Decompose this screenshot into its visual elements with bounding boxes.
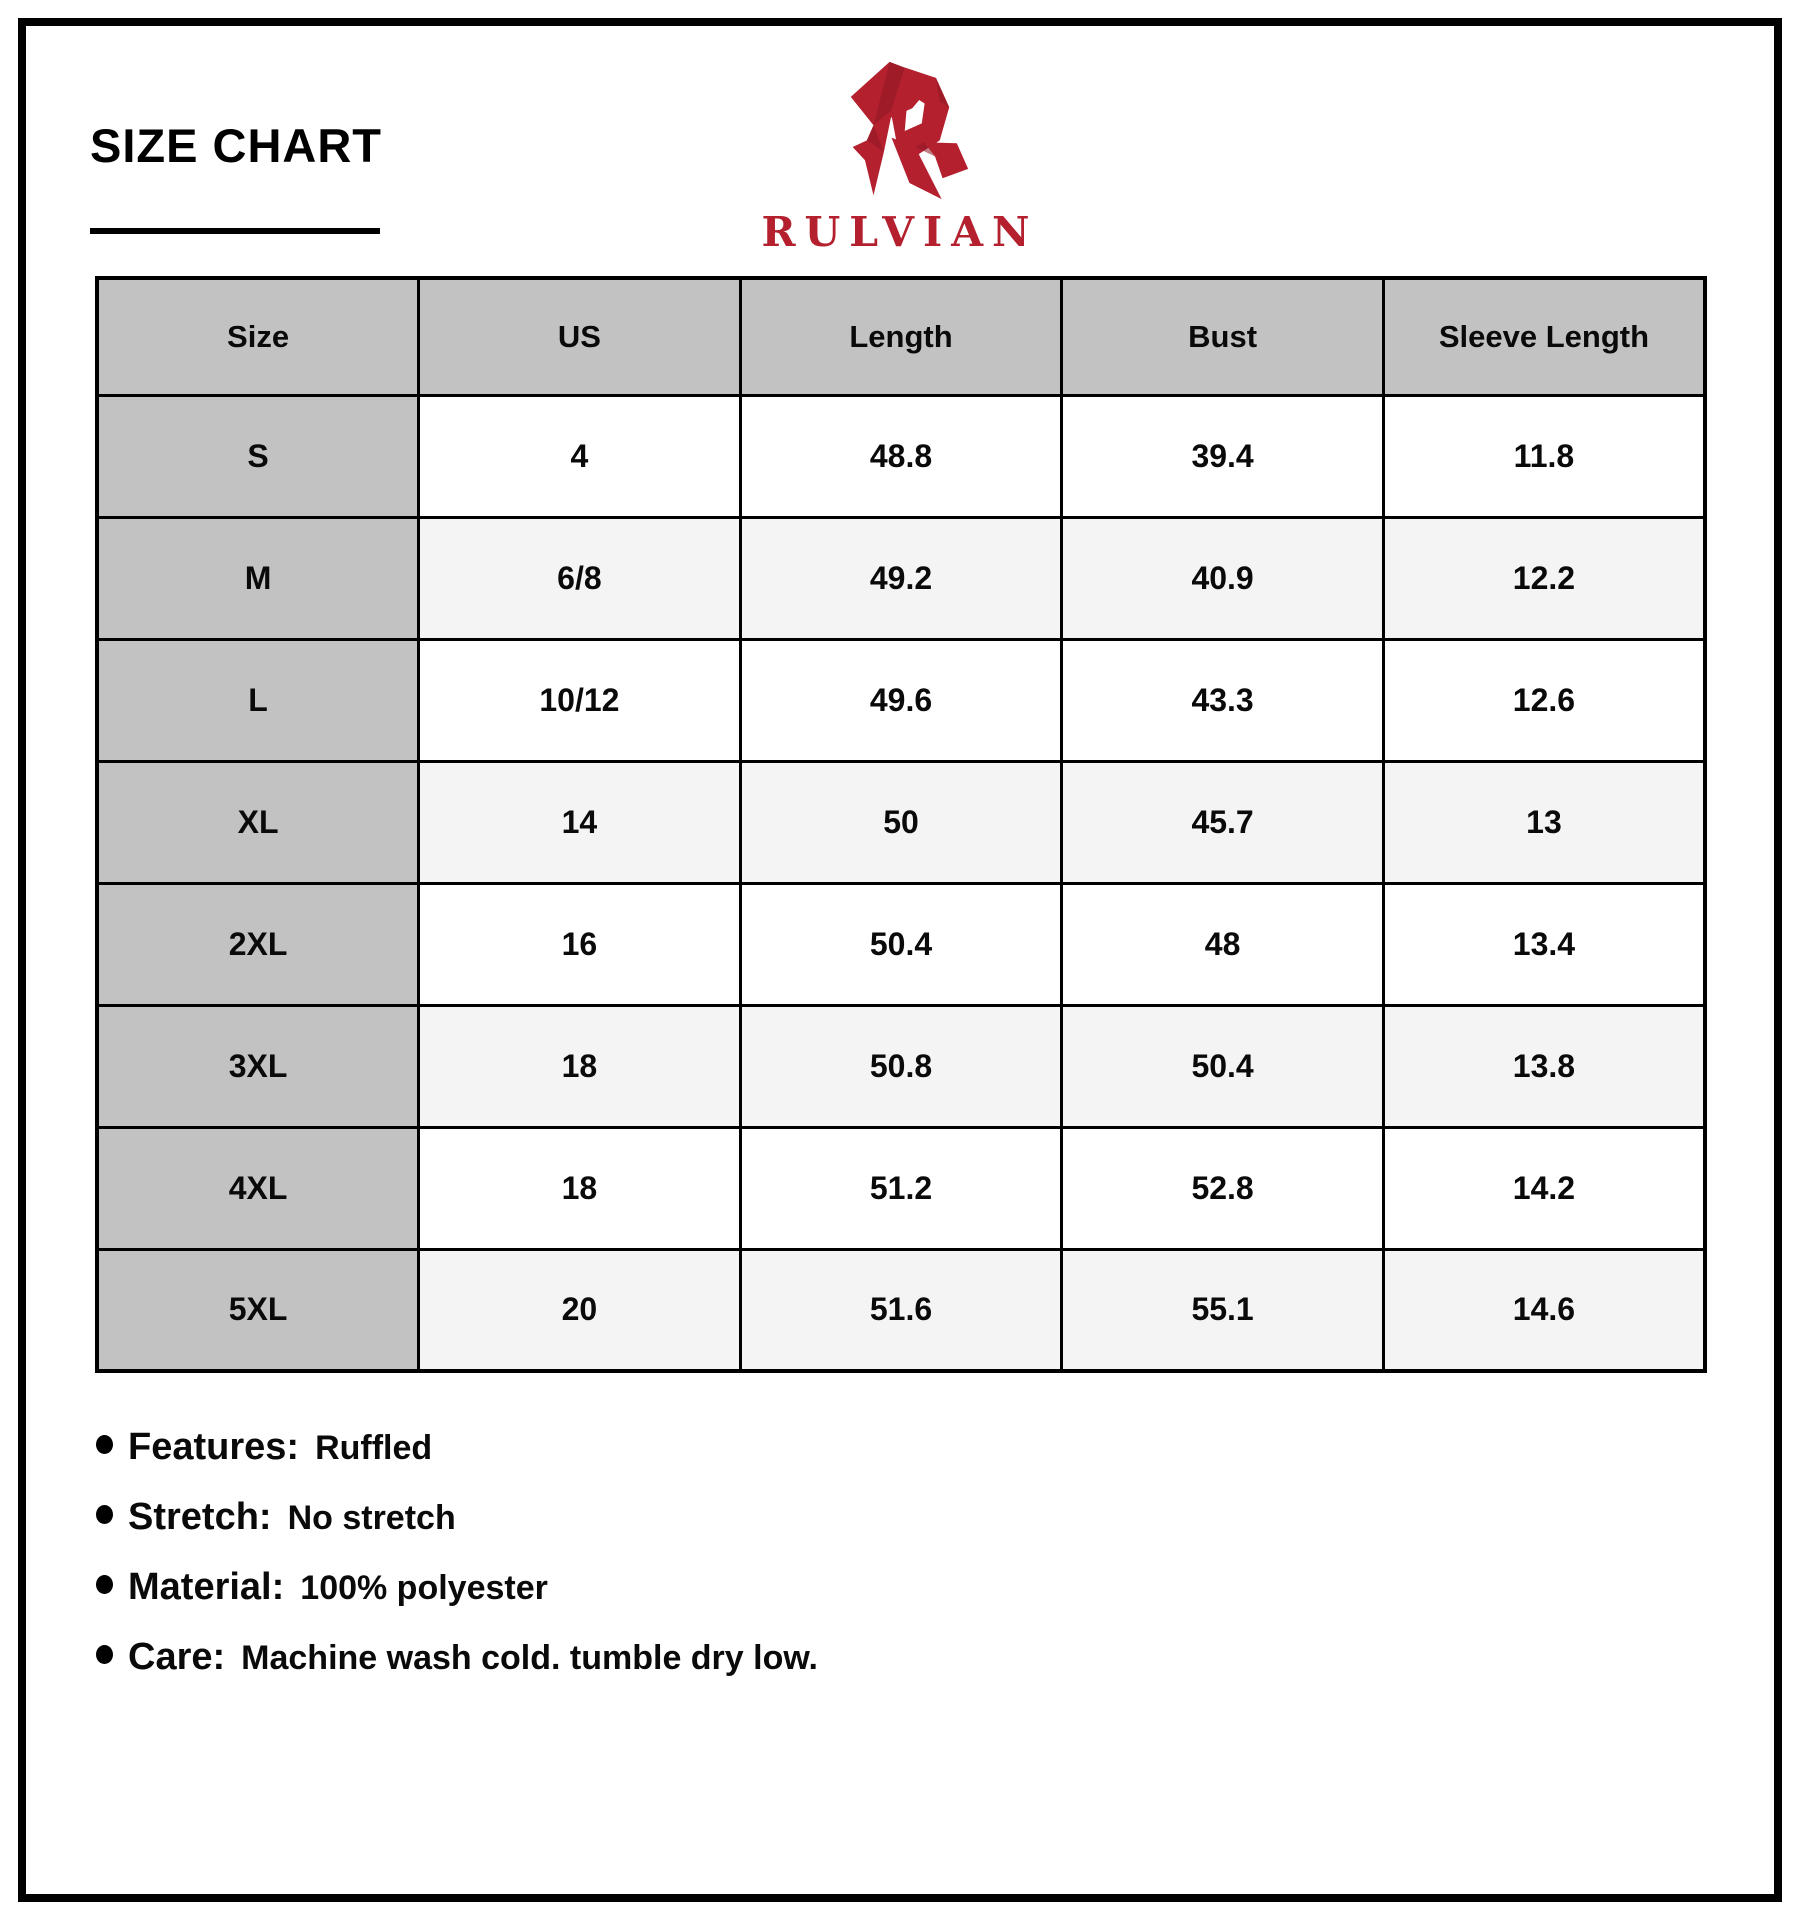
- note-value: Machine wash cold. tumble dry low.: [241, 1639, 818, 1677]
- measurement-cell: 51.6: [738, 1247, 1064, 1373]
- table-header-row: Size US Length Bust Sleeve Length: [95, 276, 1707, 397]
- note-label: Features:: [128, 1426, 300, 1468]
- measurement-cell: 50.8: [738, 1003, 1064, 1129]
- measurement-cell: 16: [417, 881, 742, 1007]
- size-label-cell: 2XL: [95, 881, 421, 1007]
- note-label: Material:: [128, 1566, 285, 1608]
- measurement-cell: 50: [738, 759, 1064, 885]
- size-label-cell: 3XL: [95, 1003, 421, 1129]
- measurement-cell: 13.4: [1381, 881, 1707, 1007]
- table-header-cell: Bust: [1060, 276, 1385, 397]
- page-title: SIZE CHART: [90, 119, 382, 172]
- note-item: Care: Machine wash cold. tumble dry low.: [96, 1636, 818, 1679]
- rulvian-r-logo-icon: [850, 61, 969, 200]
- bullet-dot-icon: [96, 1505, 113, 1524]
- note-value: 100% polyester: [300, 1569, 548, 1607]
- measurement-cell: 50.4: [1060, 1003, 1385, 1129]
- measurement-cell: 6/8: [417, 515, 742, 641]
- bullet-dot-icon: [96, 1575, 113, 1594]
- note-item: Stretch: No stretch: [96, 1496, 818, 1539]
- note-item: Features: Ruffled: [96, 1426, 818, 1469]
- size-table: Size US Length Bust Sleeve Length S 4 48.8 39.4…: [95, 276, 1707, 1373]
- measurement-cell: 43.3: [1060, 637, 1385, 763]
- size-table-body: S 4 48.8 39.4 11.8 M 6/8 49.2 40.9 12.2 L 10/12 49.6…: [95, 393, 1707, 1373]
- size-label-cell: L: [95, 637, 421, 763]
- measurement-cell: 11.8: [1381, 393, 1707, 519]
- measurement-cell: 18: [417, 1003, 742, 1129]
- title-underline: [90, 228, 380, 234]
- measurement-cell: 52.8: [1060, 1125, 1385, 1251]
- table-row: 2XL 16 50.4 48 13.4: [95, 881, 1707, 1007]
- measurement-cell: 4: [417, 393, 742, 519]
- note-item: Material: 100% polyester: [96, 1566, 818, 1609]
- bullet-dot-icon: [96, 1645, 113, 1664]
- measurement-cell: 13.8: [1381, 1003, 1707, 1129]
- measurement-cell: 50.4: [738, 881, 1064, 1007]
- note-value: Ruffled: [315, 1429, 433, 1467]
- measurement-cell: 40.9: [1060, 515, 1385, 641]
- measurement-cell: 48: [1060, 881, 1385, 1007]
- size-label-cell: M: [95, 515, 421, 641]
- measurement-cell: 55.1: [1060, 1247, 1385, 1373]
- measurement-cell: 18: [417, 1125, 742, 1251]
- brand-logo: RULVIAN: [730, 54, 1070, 256]
- table-row: XL 14 50 45.7 13: [95, 759, 1707, 885]
- table-row: 5XL 20 51.6 55.1 14.6: [95, 1247, 1707, 1373]
- measurement-cell: 48.8: [738, 393, 1064, 519]
- size-label-cell: 5XL: [95, 1247, 421, 1373]
- note-label: Stretch:: [128, 1496, 272, 1538]
- size-table-head: Size US Length Bust Sleeve Length: [95, 276, 1707, 397]
- table-header-cell: US: [417, 276, 742, 397]
- measurement-cell: 49.2: [738, 515, 1064, 641]
- table-row: 3XL 18 50.8 50.4 13.8: [95, 1003, 1707, 1129]
- measurement-cell: 51.2: [738, 1125, 1064, 1251]
- table-row: S 4 48.8 39.4 11.8: [95, 393, 1707, 519]
- table-row: M 6/8 49.2 40.9 12.2: [95, 515, 1707, 641]
- table-row: 4XL 18 51.2 52.8 14.2: [95, 1125, 1707, 1251]
- bullet-dot-icon: [96, 1435, 113, 1454]
- measurement-cell: 45.7: [1060, 759, 1385, 885]
- measurement-cell: 12.2: [1381, 515, 1707, 641]
- measurement-cell: 12.6: [1381, 637, 1707, 763]
- brand-name: RULVIAN: [761, 208, 1039, 256]
- note-label: Care:: [128, 1636, 226, 1678]
- measurement-cell: 13: [1381, 759, 1707, 885]
- table-header-cell: Size: [95, 276, 421, 397]
- table-row: L 10/12 49.6 43.3 12.6: [95, 637, 1707, 763]
- measurement-cell: 20: [417, 1247, 742, 1373]
- measurement-cell: 14: [417, 759, 742, 885]
- size-label-cell: XL: [95, 759, 421, 885]
- measurement-cell: 49.6: [738, 637, 1064, 763]
- measurement-cell: 10/12: [417, 637, 742, 763]
- measurement-cell: 39.4: [1060, 393, 1385, 519]
- product-notes: Features: Ruffled Stretch: No stretch Materi…: [96, 1426, 818, 1706]
- measurement-cell: 14.2: [1381, 1125, 1707, 1251]
- page-border-frame: SIZE CHART: [18, 18, 1782, 1902]
- size-label-cell: S: [95, 393, 421, 519]
- note-value: No stretch: [287, 1499, 456, 1537]
- table-header-cell: Length: [738, 276, 1064, 397]
- size-label-cell: 4XL: [95, 1125, 421, 1251]
- table-header-cell: Sleeve Length: [1381, 276, 1707, 397]
- measurement-cell: 14.6: [1381, 1247, 1707, 1373]
